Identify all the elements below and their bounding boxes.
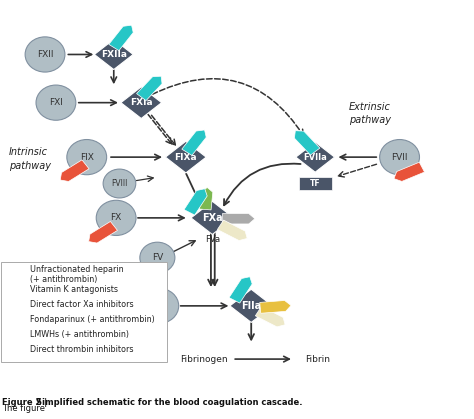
- Polygon shape: [294, 131, 320, 155]
- FancyBboxPatch shape: [299, 177, 332, 190]
- Polygon shape: [137, 76, 162, 101]
- Polygon shape: [60, 160, 89, 181]
- Text: FVIII: FVIII: [111, 179, 128, 188]
- Text: LMWHs (+ antithrombin): LMWHs (+ antithrombin): [30, 330, 129, 339]
- Polygon shape: [131, 310, 160, 331]
- Circle shape: [380, 140, 419, 175]
- Text: FXIIa: FXIIa: [101, 50, 127, 59]
- Circle shape: [96, 200, 136, 235]
- Polygon shape: [4, 330, 30, 339]
- Text: FIXa: FIXa: [174, 153, 197, 162]
- Polygon shape: [184, 189, 207, 215]
- Polygon shape: [230, 289, 273, 323]
- Polygon shape: [4, 300, 30, 309]
- Text: Vitamin K antagonists: Vitamin K antagonists: [30, 285, 118, 294]
- Text: Fibrinogen: Fibrinogen: [180, 354, 228, 364]
- Circle shape: [67, 140, 107, 175]
- Circle shape: [140, 242, 175, 273]
- Circle shape: [139, 288, 179, 323]
- Polygon shape: [199, 188, 213, 210]
- Polygon shape: [89, 222, 118, 243]
- Text: Intrinsic
pathway: Intrinsic pathway: [9, 147, 51, 171]
- Polygon shape: [121, 87, 162, 119]
- Polygon shape: [223, 214, 255, 224]
- Polygon shape: [260, 300, 291, 313]
- Text: FVII: FVII: [392, 153, 408, 162]
- Text: FV: FV: [152, 253, 163, 262]
- Text: FX: FX: [110, 213, 122, 222]
- Circle shape: [25, 37, 65, 72]
- Text: FXIa: FXIa: [130, 98, 153, 107]
- Text: The figure: The figure: [2, 404, 46, 413]
- Circle shape: [103, 169, 136, 198]
- Polygon shape: [182, 130, 206, 155]
- Text: FIIa: FIIa: [241, 301, 261, 311]
- Polygon shape: [4, 270, 30, 279]
- Text: Direct thrombin inhibitors: Direct thrombin inhibitors: [30, 345, 134, 354]
- Text: Unfractionated heparin
(+ antithrombin): Unfractionated heparin (+ antithrombin): [30, 265, 124, 284]
- Text: Fibrin: Fibrin: [305, 354, 330, 364]
- Text: FVIIIa: FVIIIa: [160, 175, 184, 181]
- Polygon shape: [191, 201, 234, 235]
- Polygon shape: [4, 315, 30, 324]
- Text: Extrinsic
pathway: Extrinsic pathway: [349, 101, 391, 125]
- Polygon shape: [109, 25, 133, 51]
- Text: Fondaparinux (+ antithrombin): Fondaparinux (+ antithrombin): [30, 315, 155, 324]
- Text: FVa: FVa: [205, 235, 220, 244]
- Text: Simplified schematic for the blood coagulation cascade.: Simplified schematic for the blood coagu…: [36, 398, 302, 407]
- Text: TF: TF: [310, 179, 320, 188]
- Polygon shape: [255, 306, 285, 327]
- Polygon shape: [218, 220, 247, 241]
- Polygon shape: [94, 39, 133, 70]
- Text: FXI: FXI: [49, 98, 63, 107]
- Polygon shape: [394, 162, 425, 181]
- Polygon shape: [4, 285, 30, 294]
- Text: Figure 2 |: Figure 2 |: [2, 398, 51, 407]
- Text: FXa: FXa: [202, 213, 223, 223]
- Text: FVIIa: FVIIa: [303, 153, 327, 162]
- Polygon shape: [165, 141, 206, 173]
- Text: Direct factor Xa inhibitors: Direct factor Xa inhibitors: [30, 300, 134, 309]
- Polygon shape: [229, 277, 252, 303]
- Text: FII: FII: [154, 301, 164, 310]
- Polygon shape: [296, 142, 335, 172]
- Text: FXII: FXII: [37, 50, 53, 59]
- Polygon shape: [4, 345, 30, 354]
- FancyBboxPatch shape: [1, 262, 167, 362]
- Circle shape: [36, 85, 76, 120]
- Text: FIX: FIX: [80, 153, 94, 162]
